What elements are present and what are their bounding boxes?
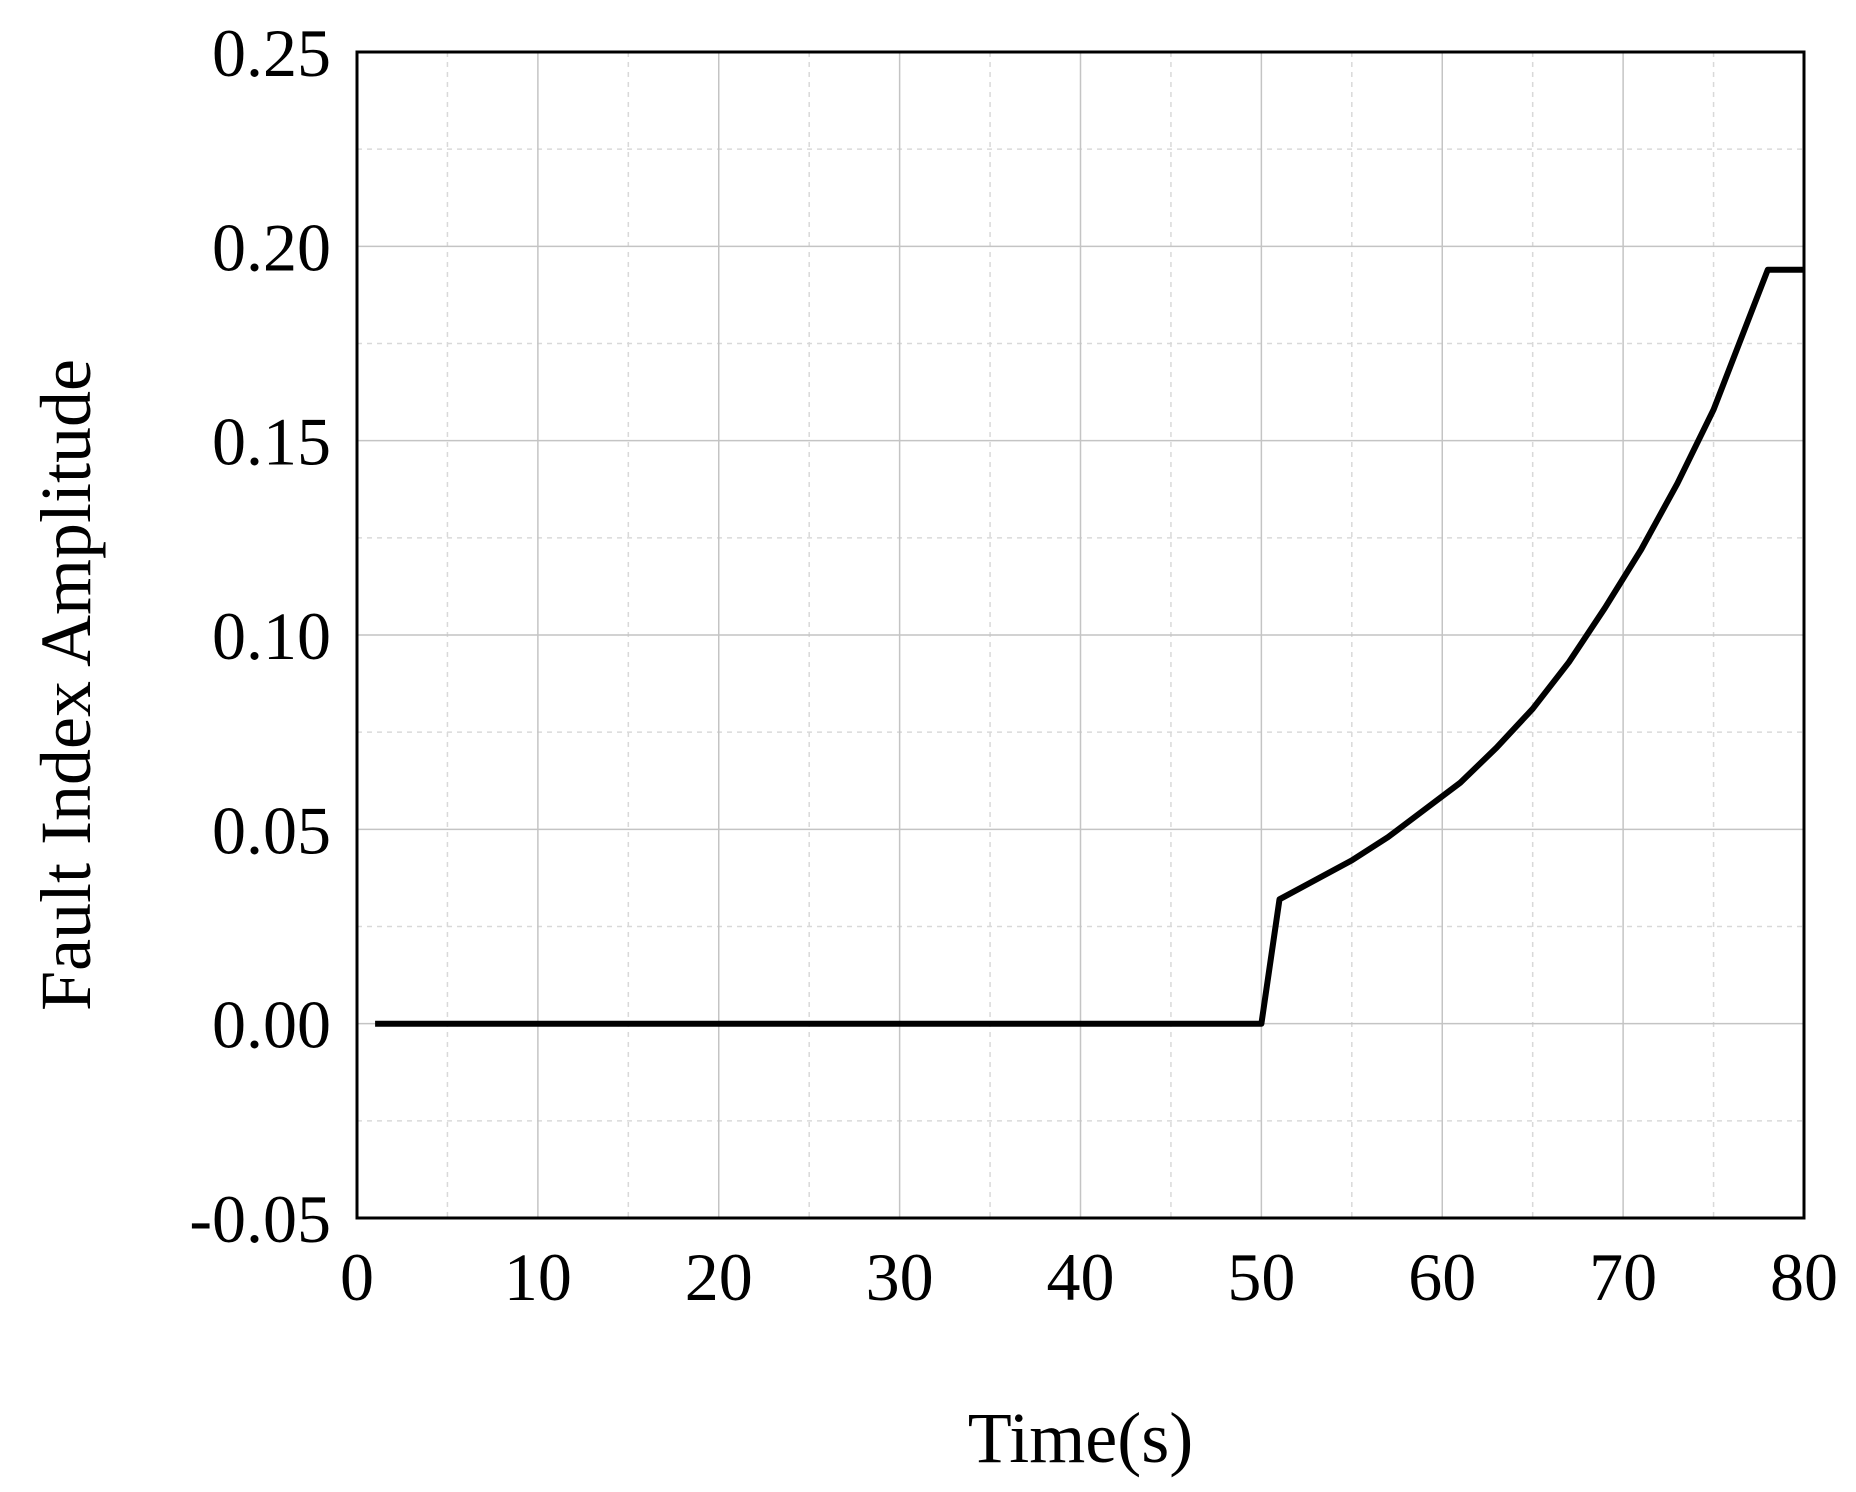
series-layer <box>375 266 1804 1027</box>
x-tick-label: 30 <box>866 1239 934 1315</box>
x-tick-label: 80 <box>1770 1239 1838 1315</box>
plot-frame <box>355 50 1806 1220</box>
x-tick-label: 20 <box>685 1239 753 1315</box>
x-tick-label: 40 <box>1047 1239 1115 1315</box>
x-tick-label: 70 <box>1589 1239 1657 1315</box>
x-tick-label: 50 <box>1227 1239 1295 1315</box>
series-line <box>375 266 1804 1027</box>
x-tick-label: 60 <box>1408 1239 1476 1315</box>
y-tick-label: 0.25 <box>212 15 331 91</box>
y-tick-label: -0.05 <box>189 1181 331 1257</box>
y-tick-label: 0.00 <box>212 987 331 1063</box>
x-axis-title: Time(s) <box>968 1398 1193 1478</box>
y-tick-labels: -0.05 0.00 0.05 0.10 0.15 0.20 0.25 <box>189 15 331 1257</box>
y-tick-label: 0.15 <box>212 404 331 480</box>
y-tick-label: 0.20 <box>212 209 331 285</box>
x-tick-label: 0 <box>340 1239 374 1315</box>
y-axis-title: Fault Index Amplitude <box>26 359 106 1011</box>
y-tick-label: 0.10 <box>212 598 331 674</box>
x-tick-label: 10 <box>504 1239 572 1315</box>
x-tick-labels: 0 10 20 30 40 50 60 70 80 <box>340 1239 1838 1315</box>
y-tick-label: 0.05 <box>212 792 331 868</box>
